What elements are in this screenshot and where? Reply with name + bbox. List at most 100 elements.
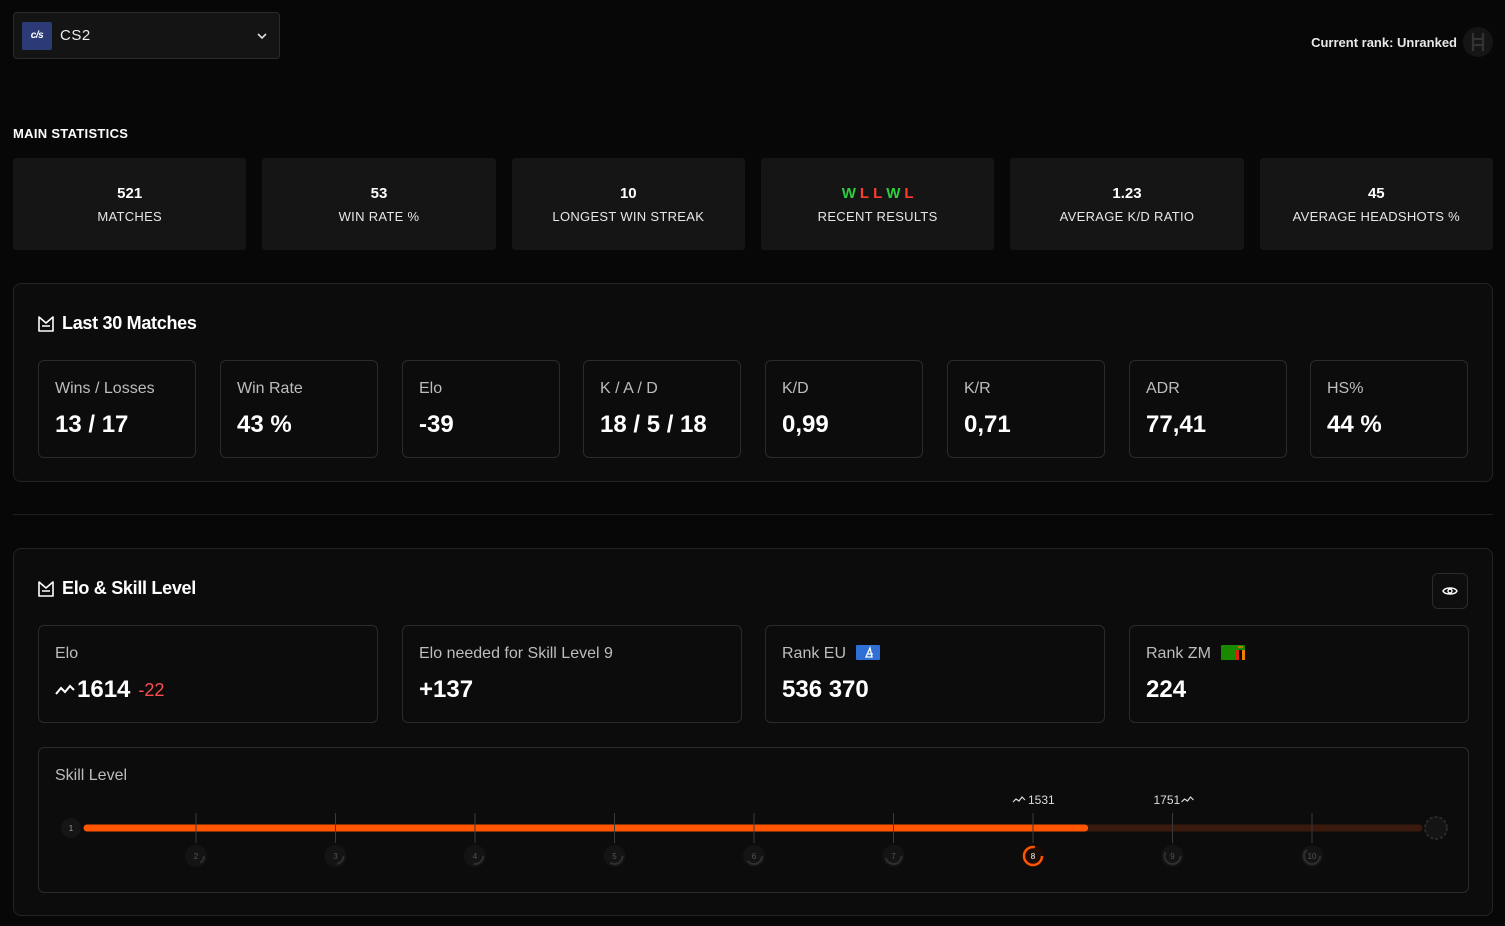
result-badge: L: [904, 184, 914, 202]
skill-level-card: Skill Level 1 2 3 4 5 6 7 8 9 10 1531 1751: [38, 747, 1469, 893]
stat-card-matches: 521 MATCHES: [13, 158, 247, 250]
skill-level-bar: 1 2 3 4 5 6 7 8 9 10 1531 1751: [61, 793, 1448, 867]
zambia-flag-icon: [1221, 645, 1246, 660]
last-30-matches-panel: Last 30 Matches Wins / Losses 13 / 17 Wi…: [13, 283, 1493, 482]
rank-eu-card: Rank EU 536 370: [765, 625, 1105, 723]
trend-icon: [1012, 796, 1026, 803]
card-label-row: Rank ZM: [1146, 645, 1246, 663]
faceit-logo-icon: [38, 580, 54, 597]
card-label: HS%: [1327, 380, 1364, 397]
card-label: Elo: [55, 645, 79, 662]
elo-value: 1614: [77, 676, 131, 703]
game-name: CS2: [60, 27, 91, 44]
eye-icon: [1442, 587, 1458, 595]
stat-value: 53: [370, 184, 388, 202]
skill-max-badge: [1424, 816, 1448, 840]
section-divider: [13, 514, 1493, 515]
skill-level-badge: [61, 818, 81, 838]
stat-card-average-kd: 1.23 AVERAGE K/D RATIO: [1010, 158, 1244, 250]
card-value: 77,41: [1146, 411, 1207, 438]
panel-title: Elo & Skill Level: [38, 578, 196, 599]
card-label: K/R: [964, 380, 991, 397]
stat-value: 521: [117, 184, 143, 202]
trend-icon: [55, 684, 75, 695]
card-label: ADR: [1146, 380, 1180, 397]
chevron-down-icon: [257, 32, 267, 39]
skill-lower-elo: 1531: [1028, 793, 1055, 807]
panel-title-text: Last 30 Matches: [62, 313, 197, 333]
skill-level-ring: [466, 847, 484, 865]
last30-card-kad: K / A / D 18 / 5 / 18: [583, 360, 741, 458]
result-badge: L: [859, 184, 870, 202]
elo-delta: -22: [138, 679, 165, 700]
cs2-logo: c/s: [22, 21, 52, 50]
card-label: Rank EU: [782, 645, 847, 662]
stat-value: 45: [1367, 184, 1385, 202]
card-value: 43 %: [237, 411, 292, 438]
skill-level-ring: [884, 847, 903, 865]
skill-level-ring: [1163, 847, 1182, 865]
toggle-visibility-button[interactable]: [1432, 573, 1468, 609]
elo-value-row: 1614 -22: [55, 676, 164, 704]
stat-card-win-rate: 53 WIN RATE %: [262, 158, 496, 250]
game-selector[interactable]: c/s CS2: [13, 12, 280, 59]
card-label: K/D: [782, 380, 809, 397]
card-label: Skill Level: [55, 767, 128, 784]
main-statistics: 521 MATCHES 53 WIN RATE % 10 LONGEST WIN…: [13, 158, 1493, 250]
last30-card-kd: K/D 0,99: [765, 360, 923, 458]
rank-zm-card: Rank ZM 224: [1129, 625, 1469, 723]
card-value: +137: [419, 676, 474, 703]
skill-level-number: 10: [1308, 852, 1317, 861]
card-label: Win Rate: [237, 380, 303, 397]
skill-level-ring: [1022, 845, 1044, 867]
elo-card: Elo 1614 -22: [38, 625, 378, 723]
result-badge: W: [841, 184, 856, 202]
skill-level-ring: [605, 847, 624, 865]
panel-title-text: Elo & Skill Level: [62, 578, 196, 598]
stat-label: RECENT RESULTS: [817, 208, 938, 224]
stat-value: 1.23: [1112, 184, 1142, 202]
card-value: 536 370: [782, 676, 869, 703]
panel-title: Last 30 Matches: [38, 313, 197, 334]
last30-card-elo: Elo -39: [402, 360, 560, 458]
skill-upper-elo: 1751: [1154, 793, 1181, 807]
last30-card-adr: ADR 77,41: [1129, 360, 1287, 458]
skill-level-ring: [745, 847, 763, 865]
card-label: Wins / Losses: [55, 380, 155, 397]
card-value: 13 / 17: [55, 411, 129, 438]
elo-skill-panel: Elo & Skill Level Elo 1614 -22 Elo neede…: [13, 548, 1493, 916]
stat-label: WIN RATE %: [338, 208, 420, 224]
trend-icon: [1181, 796, 1194, 803]
rank-badge-icon: [1463, 27, 1493, 57]
skill-level-ring: [187, 847, 205, 865]
skill-level-number: 3: [333, 852, 338, 861]
stat-label: MATCHES: [97, 208, 163, 224]
last30-card-kr: K/R 0,71: [947, 360, 1105, 458]
stat-label: AVERAGE HEADSHOTS %: [1292, 208, 1460, 224]
card-value: 0,99: [782, 411, 829, 438]
card-value: 0,71: [964, 411, 1011, 438]
result-badge: L: [873, 184, 883, 202]
stat-label: LONGEST WIN STREAK: [552, 208, 705, 224]
current-rank-label: Current rank: Unranked: [1311, 34, 1457, 50]
skill-level-number: 9: [1170, 852, 1175, 861]
skill-level-ring: [326, 847, 345, 865]
skill-level-number: 7: [891, 852, 896, 861]
skill-level-number: 4: [473, 852, 478, 861]
result-badge: W: [886, 184, 901, 202]
card-value: 18 / 5 / 18: [600, 411, 707, 438]
last30-card-wins-losses: Wins / Losses 13 / 17: [38, 360, 196, 458]
skill-level-number: 1: [69, 824, 74, 833]
stat-card-average-headshots: 45 AVERAGE HEADSHOTS %: [1259, 158, 1493, 250]
card-label-row: Rank EU: [782, 645, 881, 663]
eu-flag-icon: [856, 645, 881, 660]
current-rank: Current rank: Unranked: [1311, 27, 1493, 57]
card-value: 44 %: [1327, 411, 1382, 438]
card-label: Rank ZM: [1146, 645, 1211, 662]
last30-card-win-rate: Win Rate 43 %: [220, 360, 378, 458]
main-statistics-title: MAIN STATISTICS: [13, 126, 129, 141]
card-label: K / A / D: [600, 380, 658, 397]
stat-card-longest-win-streak: 10 LONGEST WIN STREAK: [511, 158, 745, 250]
